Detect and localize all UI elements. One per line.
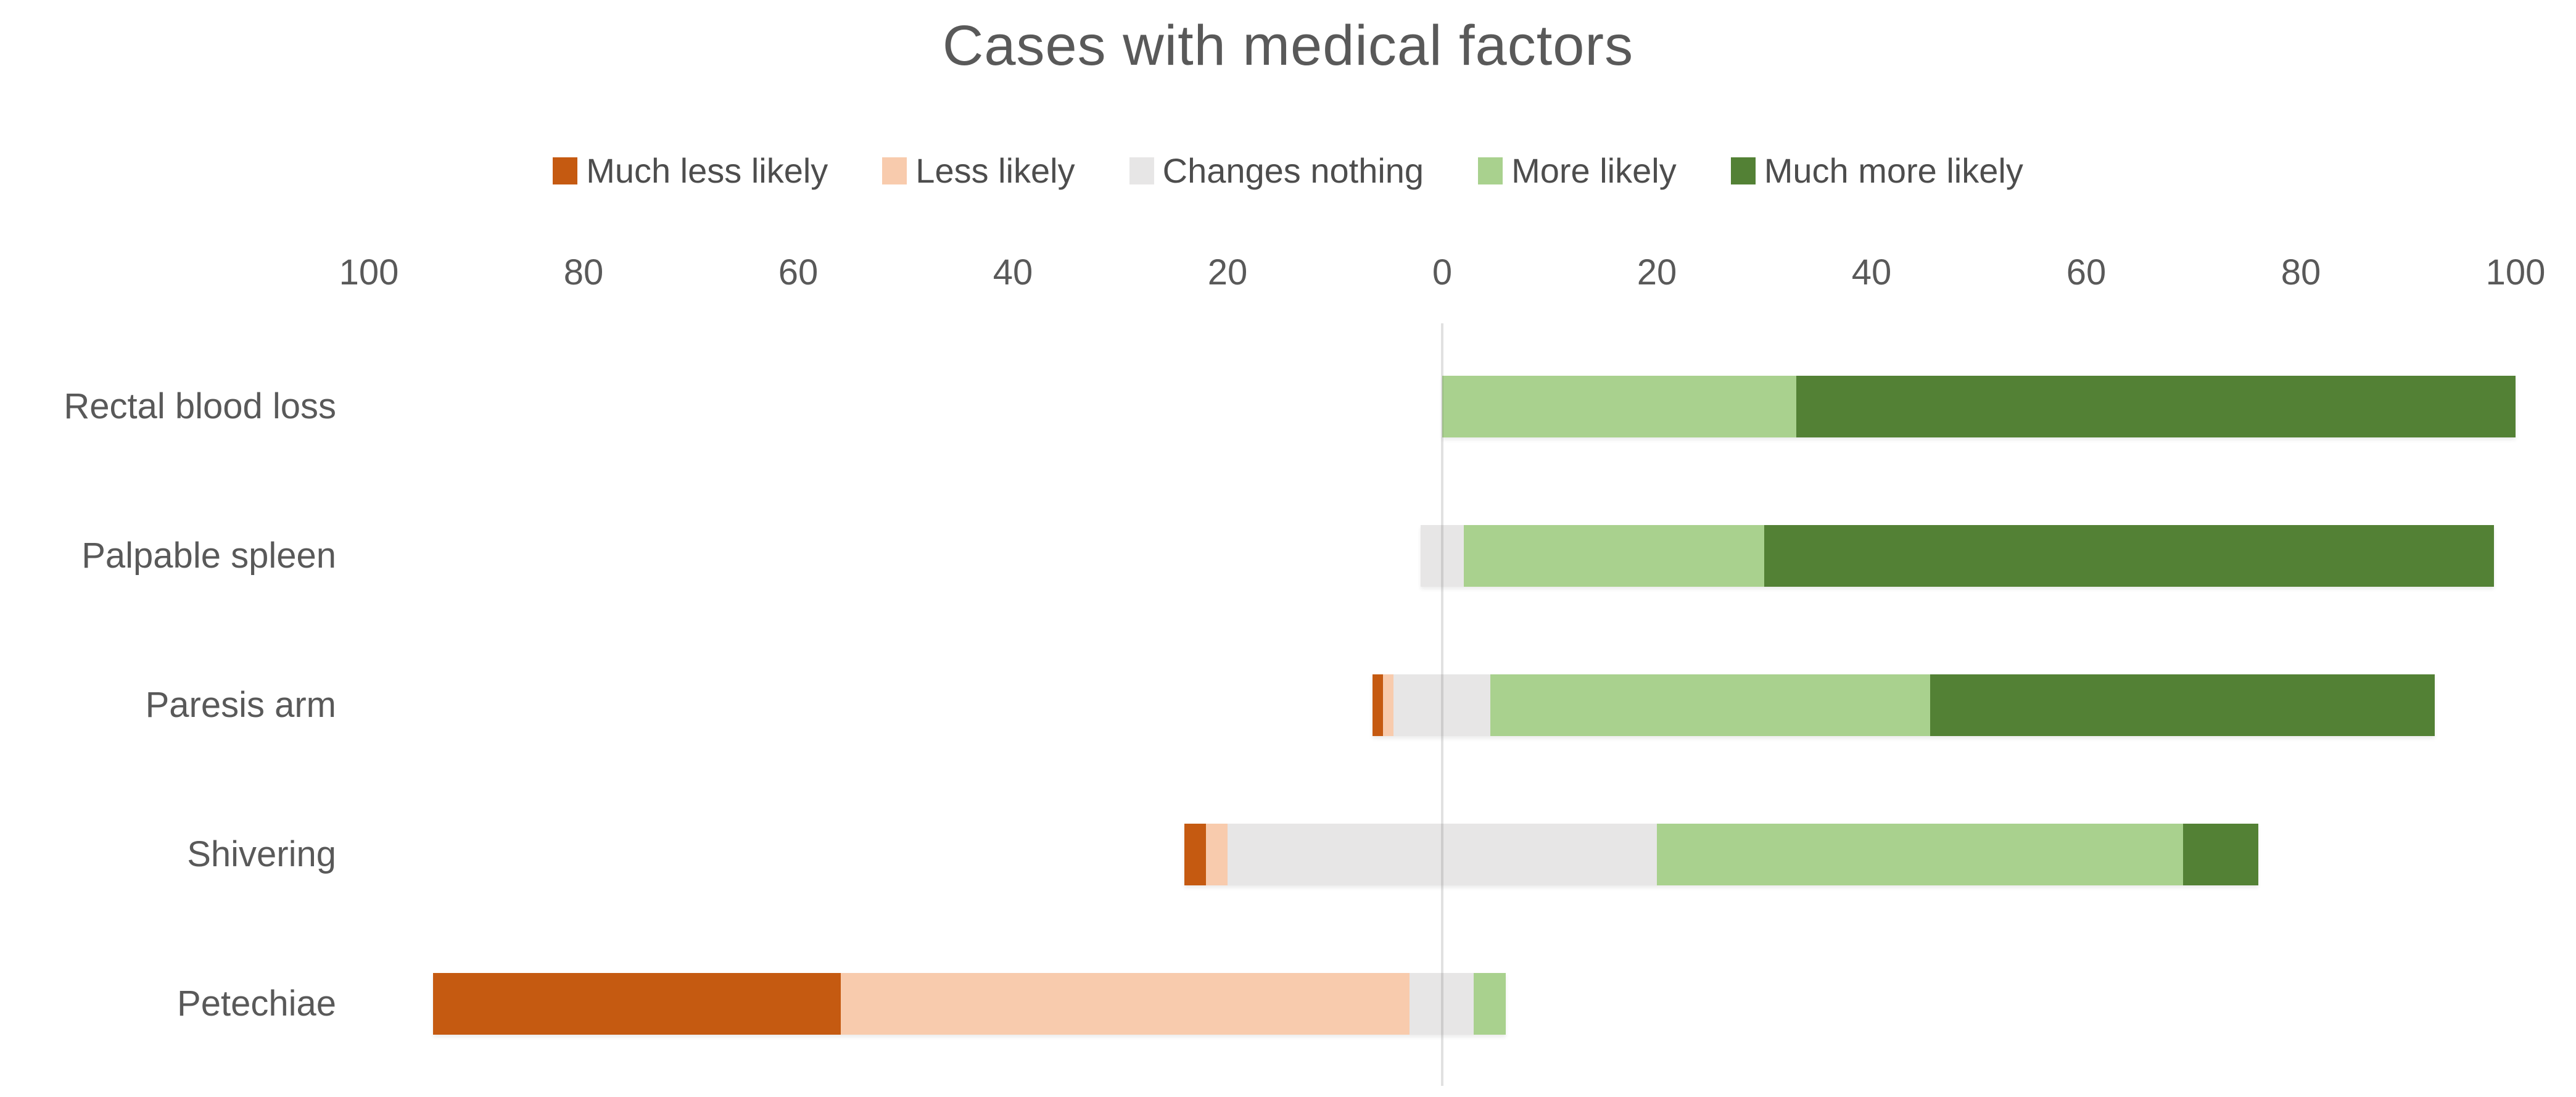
bar-segment-much-more-likely xyxy=(1764,525,2494,587)
legend-swatch-changes-nothing xyxy=(1129,157,1154,184)
bar-segment-much-more-likely xyxy=(2183,824,2258,885)
x-axis-tick-label: 40 xyxy=(993,252,1033,292)
bar-segment-much-less-likely xyxy=(1184,824,1206,885)
chart-title: Cases with medical factors xyxy=(942,14,1634,77)
bar-segment-less-likely xyxy=(1383,674,1393,736)
zero-gridline xyxy=(1441,323,1443,1086)
bar-segment-more-likely xyxy=(1474,973,1506,1035)
legend-item-much-more-likely: Much more likely xyxy=(1730,151,2023,191)
x-axis-tick-label: 60 xyxy=(778,252,819,292)
category-label: Rectal blood loss xyxy=(64,386,336,426)
x-axis-tick-label: 20 xyxy=(1207,252,1248,292)
bar-segment-much-less-likely xyxy=(1373,674,1383,736)
x-axis-tick-label: 100 xyxy=(339,252,399,292)
legend-swatch-more-likely xyxy=(1478,157,1503,184)
legend-swatch-much-less-likely xyxy=(553,157,578,184)
legend-label-much-less-likely: Much less likely xyxy=(586,151,828,190)
bar-segment-much-less-likely xyxy=(433,973,841,1035)
bar-segment-changes-nothing xyxy=(1228,824,1657,885)
bar-row xyxy=(1442,376,2516,437)
legend: Much less likely Less likely Changes nothi… xyxy=(0,151,2576,191)
legend-item-much-less-likely: Much less likely xyxy=(553,151,828,191)
x-axis-tick-label: 40 xyxy=(1851,252,1892,292)
bar-segment-more-likely xyxy=(1464,525,1764,587)
legend-item-more-likely: More likely xyxy=(1478,151,1677,191)
category-label: Palpable spleen xyxy=(81,536,336,576)
legend-label-much-more-likely: Much more likely xyxy=(1764,151,2023,190)
legend-swatch-much-more-likely xyxy=(1730,157,1756,184)
bar-segment-less-likely xyxy=(841,973,1410,1035)
x-axis-tick-label: 80 xyxy=(2281,252,2321,292)
legend-label-more-likely: More likely xyxy=(1511,151,1677,190)
legend-swatch-less-likely xyxy=(882,157,907,184)
x-axis-tick-label: 100 xyxy=(2485,252,2546,292)
bar-row xyxy=(1373,674,2435,736)
legend-item-less-likely: Less likely xyxy=(882,151,1075,191)
category-label: Petechiae xyxy=(177,983,336,1024)
bar-segment-changes-nothing xyxy=(1393,674,1490,736)
x-axis-tick-label: 60 xyxy=(2066,252,2107,292)
legend-label-changes-nothing: Changes nothing xyxy=(1162,151,1424,190)
bar-segment-changes-nothing xyxy=(1421,525,1464,587)
x-axis-tick-label: 80 xyxy=(563,252,604,292)
legend-label-less-likely: Less likely xyxy=(915,151,1075,190)
x-axis-tick-label: 20 xyxy=(1637,252,1677,292)
bar-row xyxy=(1184,824,2258,885)
category-label: Shivering xyxy=(187,834,336,874)
category-label: Paresis arm xyxy=(145,685,336,725)
bar-segment-less-likely xyxy=(1206,824,1228,885)
bar-segment-more-likely xyxy=(1490,674,1930,736)
bar-row xyxy=(433,973,1506,1035)
legend-item-changes-nothing: Changes nothing xyxy=(1129,151,1424,191)
bar-segment-more-likely xyxy=(1442,376,1796,437)
bar-segment-changes-nothing xyxy=(1410,973,1474,1035)
bar-segment-much-more-likely xyxy=(1796,376,2516,437)
x-axis-tick-label: 0 xyxy=(1432,252,1453,292)
bar-segment-much-more-likely xyxy=(1930,674,2435,736)
bar-segment-more-likely xyxy=(1657,824,2183,885)
bar-row xyxy=(1421,525,2494,587)
